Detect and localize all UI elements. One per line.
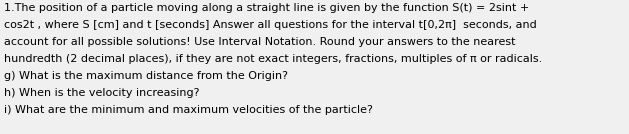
Text: 1.The position of a particle moving along a straight line is given by the functi: 1.The position of a particle moving alon…	[4, 3, 529, 13]
Text: account for all possible solutions! Use Interval Notation. Round your answers to: account for all possible solutions! Use …	[4, 37, 516, 47]
Text: h) When is the velocity increasing?: h) When is the velocity increasing?	[4, 88, 199, 98]
Text: cos2t , where S [cm] and t [seconds] Answer all questions for the interval t[0,2: cos2t , where S [cm] and t [seconds] Ans…	[4, 20, 537, 30]
Text: i) What are the minimum and maximum velocities of the particle?: i) What are the minimum and maximum velo…	[4, 105, 373, 115]
Text: g) What is the maximum distance from the Origin?: g) What is the maximum distance from the…	[4, 71, 288, 81]
Text: hundredth (2 decimal places), if they are not exact integers, fractions, multipl: hundredth (2 decimal places), if they ar…	[4, 54, 542, 64]
